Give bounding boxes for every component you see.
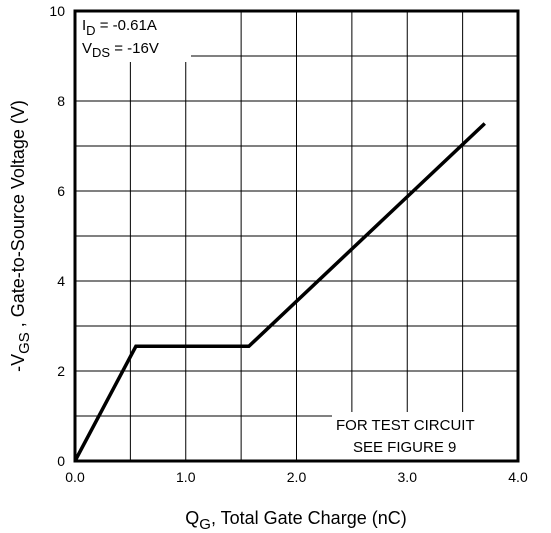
y-tick-labels: 0 2 4 6 8 10 (49, 3, 65, 469)
test-circuit-line2: SEE FIGURE 9 (353, 439, 456, 456)
drain-source-voltage-annotation: VDS = -16V (82, 40, 159, 60)
drain-current-annotation: ID = -0.61A (82, 17, 157, 38)
y-tick-label: 2 (57, 363, 65, 379)
plot-frame (73, 9, 520, 463)
series-line (73, 122, 486, 462)
y-tick-label: 8 (57, 93, 65, 109)
x-axis-title: QG, Total Gate Charge (nC) (185, 508, 406, 533)
x-tick-label: 0.0 (65, 469, 85, 485)
y-axis-title: -VGS , Gate-to-Source Voltage (V) (8, 100, 33, 372)
y-tick-label: 6 (57, 183, 65, 199)
x-tick-label: 1.0 (176, 469, 196, 485)
x-tick-label: 4.0 (508, 469, 528, 485)
x-tick-labels: 0.0 1.0 2.0 3.0 4.0 (65, 469, 528, 485)
y-tick-label: 0 (57, 453, 65, 469)
conditions-box (76, 12, 191, 62)
x-tick-label: 2.0 (287, 469, 307, 485)
x-tick-label: 3.0 (398, 469, 418, 485)
test-circuit-box (332, 412, 518, 460)
grid-lines (75, 11, 518, 461)
y-tick-label: 10 (49, 3, 65, 19)
y-tick-label: 4 (57, 273, 65, 289)
test-circuit-line1: FOR TEST CIRCUIT (336, 417, 475, 434)
